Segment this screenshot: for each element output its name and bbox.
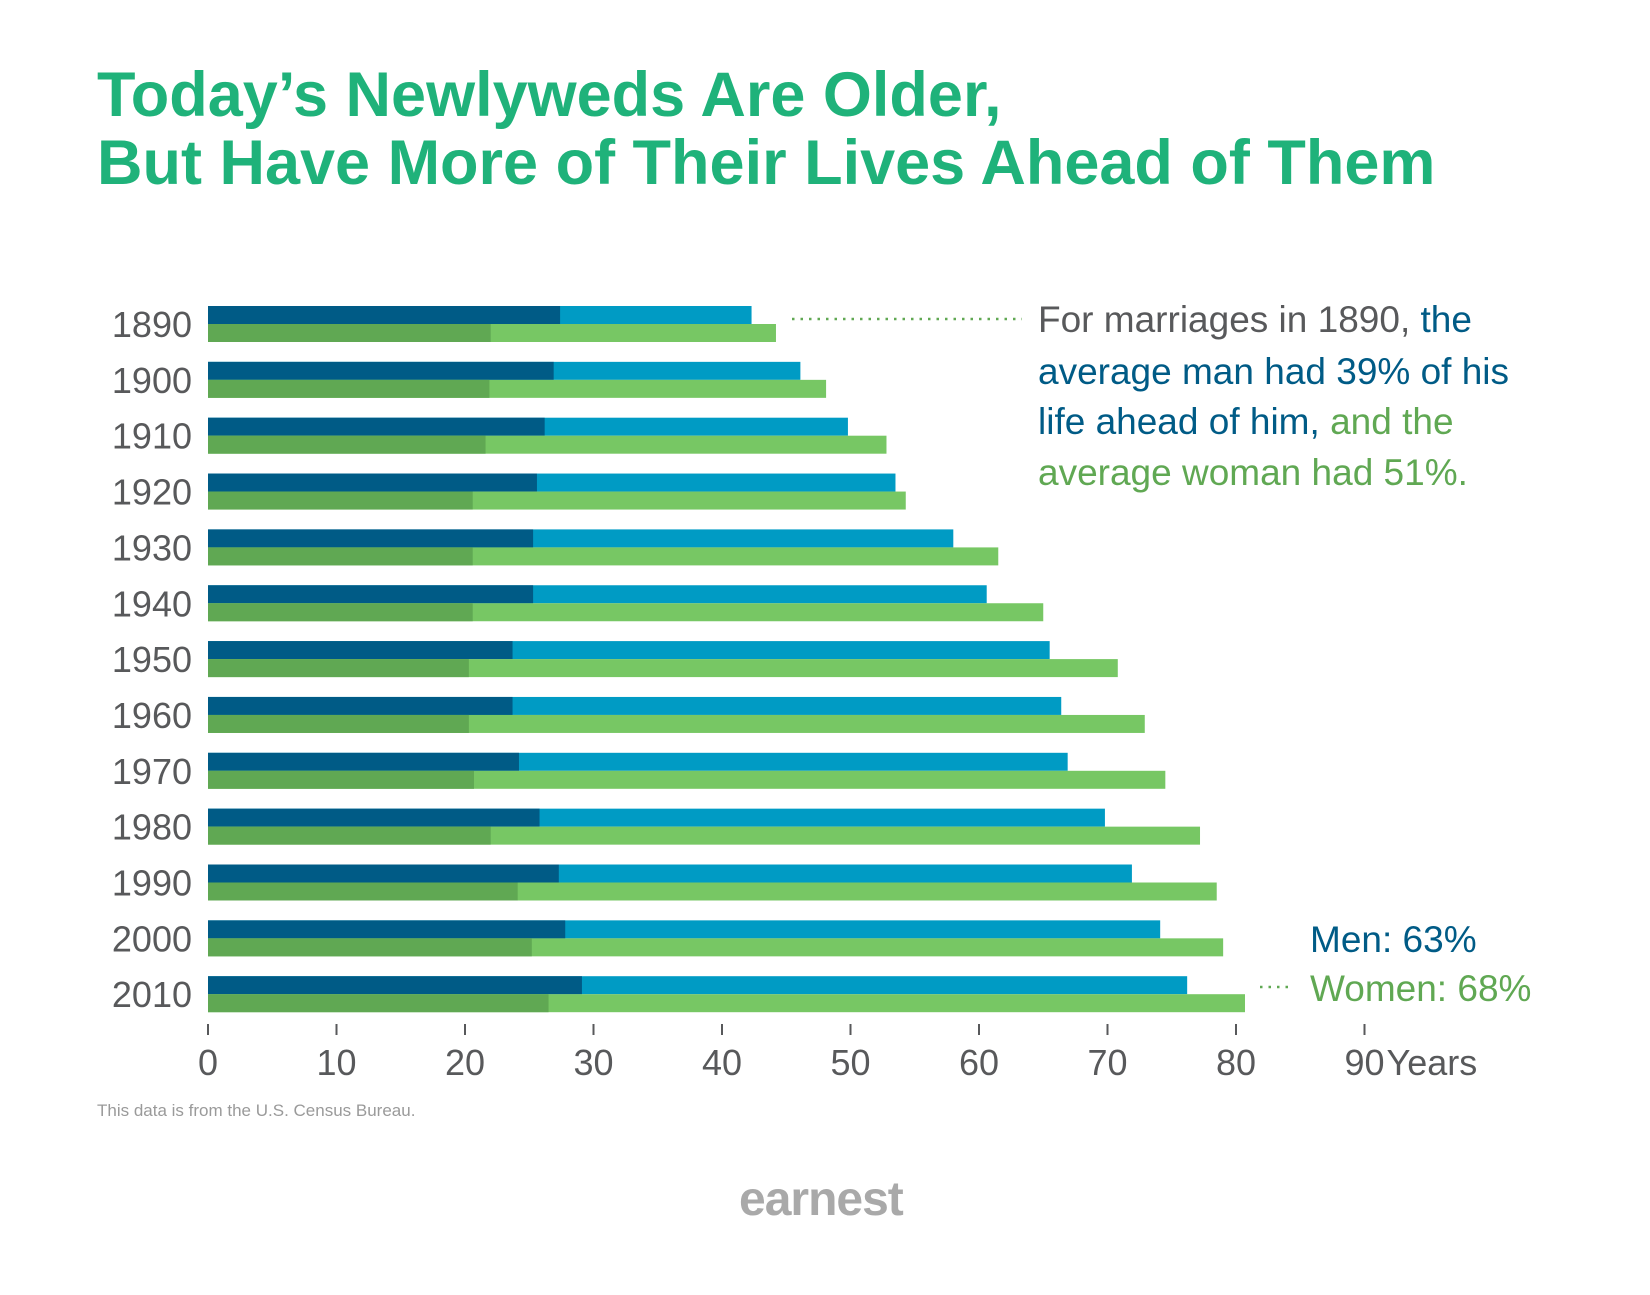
men-marriage-age-bar-1910	[208, 417, 545, 436]
x-axis-label: Years	[1387, 1042, 1478, 1083]
x-tick-label-50: 50	[830, 1042, 870, 1083]
source-note: This data is from the U.S. Census Bureau…	[97, 1101, 416, 1120]
men-marriage-age-bar-1920	[208, 473, 537, 492]
x-tick-label-90: 90	[1344, 1042, 1384, 1083]
year-label-1920: 1920	[112, 472, 192, 513]
year-label-1900: 1900	[112, 360, 192, 401]
men-marriage-age-bar-1930	[208, 529, 534, 548]
annotation-1890-line-4: average woman had 51%.	[1038, 452, 1468, 493]
men-marriage-age-bar-1960	[208, 696, 513, 715]
earnest-logo: earnest	[739, 1173, 904, 1226]
year-label-1940: 1940	[112, 583, 192, 624]
women-marriage-age-bar-2010	[208, 994, 549, 1013]
year-label-1990: 1990	[112, 863, 192, 904]
annotation-1890: For marriages in 1890, the average man h…	[792, 299, 1509, 493]
x-tick-label-80: 80	[1216, 1042, 1256, 1083]
women-marriage-age-bar-1970	[208, 770, 474, 789]
year-labels-group: 1890 1900 1910 1920 1930 1940 1950 1960 1970 1980…	[112, 304, 192, 1015]
x-tick-label-10: 10	[316, 1042, 356, 1083]
men-marriage-age-bar-2000	[208, 920, 566, 939]
year-label-2000: 2000	[112, 918, 192, 959]
year-label-1970: 1970	[112, 751, 192, 792]
men-marriage-age-bar-1990	[208, 864, 559, 883]
year-label-2010: 2010	[112, 974, 192, 1015]
chart-title-line-2: But Have More of Their Lives Ahead of Th…	[97, 128, 1436, 198]
annotation-1890-line-1: For marriages in 1890, the	[1038, 299, 1472, 340]
year-label-1930: 1930	[112, 527, 192, 568]
women-marriage-age-bar-1910	[208, 435, 486, 454]
women-marriage-age-bar-1930	[208, 547, 473, 566]
annotation-men-2010: Men: 63%	[1310, 919, 1477, 960]
women-marriage-age-bar-1990	[208, 882, 518, 901]
men-marriage-age-bar-1950	[208, 641, 513, 660]
women-marriage-age-bar-1900	[208, 379, 490, 398]
women-marriage-age-bar-1940	[208, 603, 473, 622]
women-marriage-age-bar-1960	[208, 714, 469, 733]
x-tick-label-70: 70	[1087, 1042, 1127, 1083]
men-marriage-age-bar-1970	[208, 752, 519, 771]
women-marriage-age-bar-1920	[208, 491, 473, 510]
annotation-women-2010: Women: 68%	[1310, 968, 1531, 1009]
men-marriage-age-bar-1980	[208, 808, 540, 827]
men-marriage-age-bar-1900	[208, 361, 554, 380]
women-marriage-age-bar-1890	[208, 324, 491, 342]
women-marriage-age-bar-2000	[208, 938, 532, 957]
year-label-1910: 1910	[112, 416, 192, 457]
x-tick-label-60: 60	[959, 1042, 999, 1083]
x-tick-label-20: 20	[445, 1042, 485, 1083]
year-label-1960: 1960	[112, 695, 192, 736]
annotation-1890-line-1-blue: the	[1421, 299, 1472, 340]
annotation-2010: Men: 63% Women: 68%	[1260, 919, 1531, 1009]
men-marriage-age-bar-1940	[208, 585, 534, 604]
annotation-1890-line-1-grey: For marriages in 1890,	[1038, 299, 1410, 340]
x-tick-label-40: 40	[702, 1042, 742, 1083]
year-label-1980: 1980	[112, 807, 192, 848]
women-marriage-age-bar-1980	[208, 826, 491, 845]
x-tick-label-0: 0	[198, 1042, 218, 1083]
annotation-1890-line-3-green: and the	[1330, 401, 1453, 442]
men-marriage-age-bar-2010	[208, 976, 582, 995]
annotation-1890-line-3: life ahead of him, and the	[1038, 401, 1454, 442]
annotation-1890-line-2: average man had 39% of his	[1038, 351, 1509, 392]
annotation-1890-line-3-blue: life ahead of him,	[1038, 401, 1320, 442]
year-label-1950: 1950	[112, 639, 192, 680]
women-marriage-age-bar-1950	[208, 659, 469, 678]
chart-title-line-1: Today’s Newlyweds Are Older,	[97, 60, 1002, 130]
men-marriage-age-bar-1890	[208, 306, 561, 324]
bars-group	[208, 306, 1245, 1013]
x-axis: 0 10 20 30 40 50 60 70 80 90 Years	[198, 1024, 1477, 1083]
x-tick-label-30: 30	[573, 1042, 613, 1083]
year-label-1890: 1890	[112, 304, 192, 345]
